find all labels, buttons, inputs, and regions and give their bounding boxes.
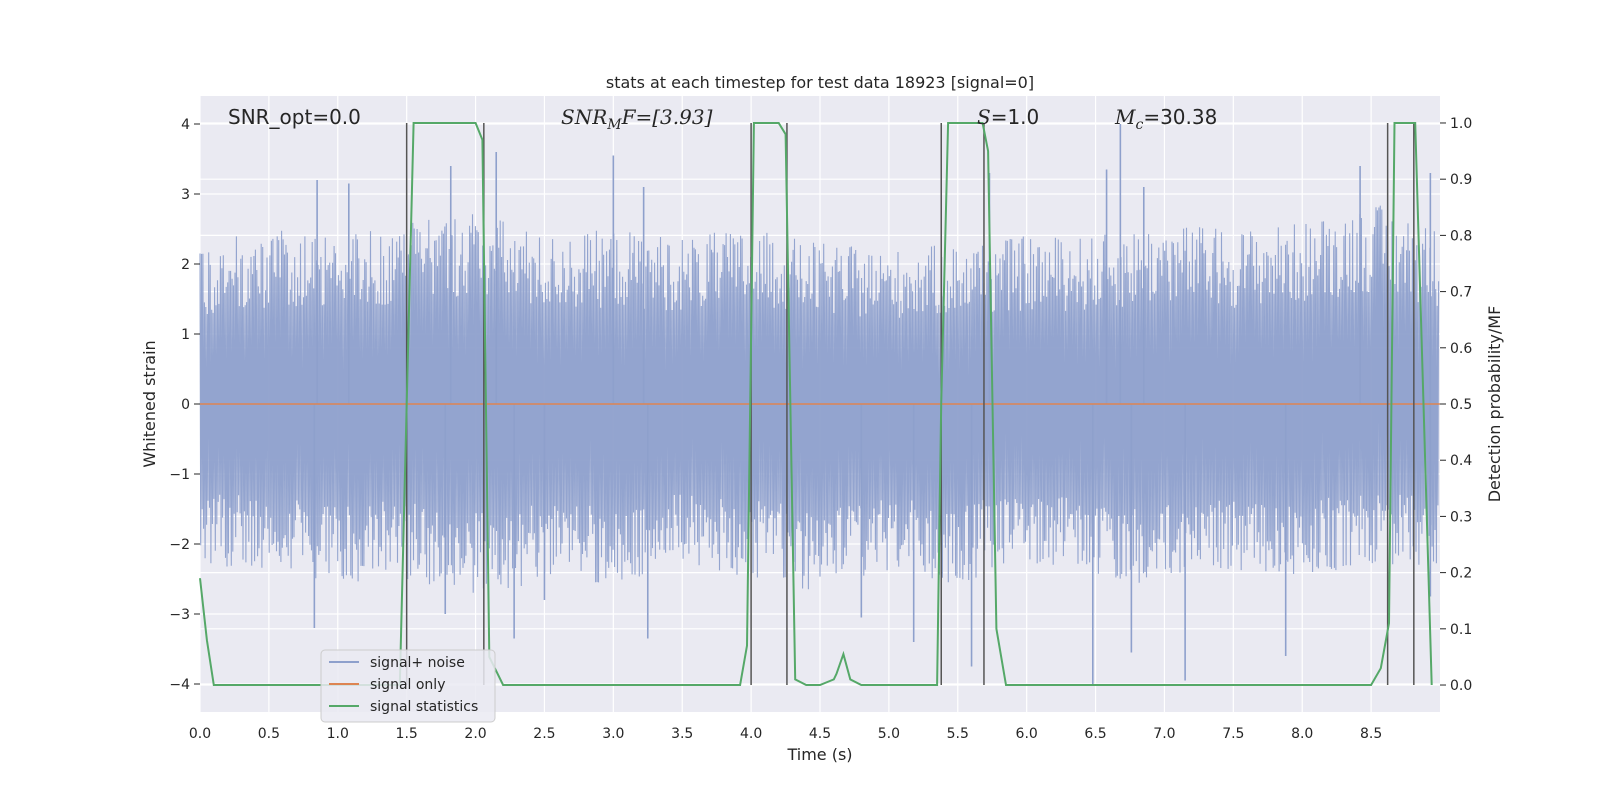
annotation-s: S=1.0 — [977, 105, 1039, 129]
x-tick-label: 4.5 — [809, 726, 831, 742]
x-tick-label: 0.0 — [189, 726, 211, 742]
mc-subscript: c — [1135, 117, 1143, 133]
right-y-tick-label: 0.7 — [1450, 285, 1472, 301]
y-tick-label: 4 — [181, 117, 190, 133]
chart-title: stats at each timestep for test data 189… — [606, 73, 1034, 92]
right-y-tick-label: 0.5 — [1450, 397, 1472, 413]
right-y-tick-label: 0.3 — [1450, 509, 1472, 525]
right-y-tick-label: 0.4 — [1450, 453, 1472, 469]
x-axis-ticks: 0.0 0.5 1.0 1.5 2.0 2.5 3.0 3.5 4.0 4.5 5.0 5.5 6.0 6… — [189, 726, 1382, 742]
x-tick-label: 6.5 — [1084, 726, 1106, 742]
x-tick-label: 3.5 — [671, 726, 693, 742]
x-tick-label: 6.0 — [1016, 726, 1038, 742]
x-tick-label: 8.0 — [1291, 726, 1313, 742]
right-y-tick-label: 1.0 — [1450, 116, 1472, 132]
right-y-tick-label: 0.1 — [1450, 622, 1472, 638]
x-axis-label: Time (s) — [786, 745, 852, 764]
legend: signal+ noise signal only signal statist… — [320, 649, 496, 723]
legend-box — [320, 649, 496, 723]
x-tick-label: 2.5 — [533, 726, 555, 742]
right-y-tick-label: 0.9 — [1450, 172, 1472, 188]
x-tick-label: 8.5 — [1360, 726, 1382, 742]
legend-label-noise: signal+ noise — [370, 655, 465, 671]
y-tick-label: −3 — [169, 607, 190, 623]
snr-mf-f: F=[3.93] — [621, 105, 713, 129]
x-tick-label: 5.5 — [947, 726, 969, 742]
annotation-snr-opt: SNR_opt=0.0 — [228, 105, 361, 129]
y-tick-label: 1 — [181, 327, 190, 343]
annotation-snr-mf: SNRMF=[3.93] — [561, 105, 713, 133]
annotation-mc: Mc=30.38 — [1114, 105, 1217, 133]
y-axis-label: Whitened strain — [140, 340, 159, 467]
legend-label-signal: signal only — [370, 677, 445, 693]
mc-symbol: M — [1114, 105, 1136, 129]
x-tick-label: 1.0 — [327, 726, 349, 742]
s-symbol: S — [977, 105, 991, 129]
y-tick-label: −4 — [169, 677, 190, 693]
signal-statistics-series — [199, 122, 1433, 686]
x-tick-label: 2.0 — [464, 726, 486, 742]
x-tick-label: 1.5 — [396, 726, 418, 742]
right-y-tick-label: 0.0 — [1450, 678, 1472, 694]
y-tick-label: 2 — [181, 257, 190, 273]
x-tick-label: 5.0 — [878, 726, 900, 742]
legend-label-stats: signal statistics — [370, 699, 478, 715]
right-y-tick-label: 0.2 — [1450, 566, 1472, 582]
snr-mf-base: SNR — [561, 105, 607, 129]
right-y-axis-ticks: 1.0 0.9 0.8 0.7 0.6 0.5 0.4 0.3 0.2 0.1 0.0 — [1440, 116, 1472, 694]
x-tick-label: 3.0 — [602, 726, 624, 742]
x-tick-label: 7.5 — [1222, 726, 1244, 742]
y-tick-label: 3 — [181, 187, 190, 203]
mc-value: =30.38 — [1143, 105, 1217, 129]
right-y-tick-label: 0.6 — [1450, 341, 1472, 357]
signal-noise-series — [199, 124, 1440, 684]
y-tick-label: 0 — [181, 397, 190, 413]
statistics-line — [199, 122, 1433, 686]
x-tick-label: 7.0 — [1153, 726, 1175, 742]
x-tick-label: 4.0 — [740, 726, 762, 742]
snr-mf-subscript: M — [606, 117, 622, 133]
x-tick-label: 0.5 — [258, 726, 280, 742]
right-y-tick-label: 0.8 — [1450, 228, 1472, 244]
y-tick-label: −1 — [169, 467, 190, 483]
y-tick-label: −2 — [169, 537, 190, 553]
s-value: =1.0 — [991, 105, 1040, 129]
right-y-axis-label: Detection probability/MF — [1485, 306, 1504, 503]
y-axis-ticks: 4 3 2 1 0 −1 −2 −3 −4 — [169, 117, 200, 693]
